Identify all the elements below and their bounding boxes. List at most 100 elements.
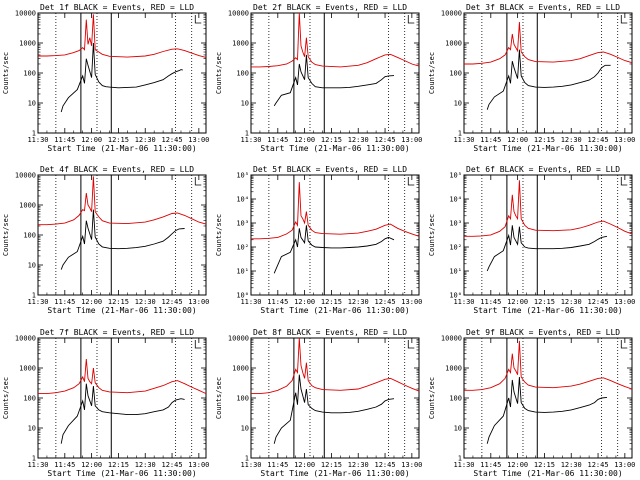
x-tick-label: 12:00 bbox=[507, 461, 528, 469]
x-tick-label: 12:45 bbox=[162, 461, 183, 469]
x-tick-label: 12:30 bbox=[561, 298, 582, 306]
x-tick-label: 12:30 bbox=[135, 461, 156, 469]
series-lld-line bbox=[464, 21, 633, 65]
x-tick-label: 12:15 bbox=[108, 298, 129, 306]
series-events-line bbox=[273, 374, 395, 444]
plot-frame bbox=[37, 12, 207, 134]
y-tick-label: 10² bbox=[449, 244, 462, 252]
series-events-line bbox=[273, 225, 395, 274]
x-tick-label: 11:45 bbox=[267, 461, 288, 469]
plot-frame bbox=[250, 174, 420, 296]
x-tick-label: 12:45 bbox=[375, 461, 396, 469]
x-tick-label: 11:30 bbox=[27, 298, 48, 306]
bracket-marker bbox=[194, 15, 202, 24]
series-events-line bbox=[60, 42, 183, 113]
x-tick-label: 12:45 bbox=[375, 298, 396, 306]
y-tick-label: 1000 bbox=[19, 365, 36, 373]
series-lld-line bbox=[464, 340, 633, 391]
x-tick-label: 12:15 bbox=[534, 461, 555, 469]
x-tick-label: 11:45 bbox=[480, 136, 501, 144]
x-tick-label: 13:00 bbox=[614, 461, 635, 469]
x-tick-label: 12:30 bbox=[135, 298, 156, 306]
x-tick-label: 11:30 bbox=[240, 298, 261, 306]
panel-title: Det 9f BLACK = Events, RED = LLD bbox=[466, 328, 620, 337]
plot-frame bbox=[37, 174, 207, 296]
panel-det-8f: Det 8f BLACK = Events, RED = LLD 1 10 100 10… bbox=[215, 328, 422, 478]
y-tick-label: 1000 bbox=[445, 40, 462, 48]
panel-title: Det 4f BLACK = Events, RED = LLD bbox=[40, 165, 194, 174]
y-tick-label: 100 bbox=[23, 232, 36, 240]
panel-title: Det 3f BLACK = Events, RED = LLD bbox=[466, 3, 620, 12]
y-tick-label: 1000 bbox=[19, 40, 36, 48]
plot-frame bbox=[250, 337, 420, 459]
y-axis-label: Counts/sec bbox=[428, 377, 436, 419]
y-tick-label: 1000 bbox=[232, 365, 249, 373]
y-tick-label: 10000 bbox=[441, 10, 462, 18]
x-tick-label: 12:15 bbox=[108, 136, 129, 144]
x-tick-label: 12:45 bbox=[588, 136, 609, 144]
panel-det-3f: Det 3f BLACK = Events, RED = LLD 1 10 100 10… bbox=[428, 3, 635, 153]
x-tick-label: 11:45 bbox=[54, 298, 75, 306]
panel-det-9f: Det 9f BLACK = Events, RED = LLD 1 10 100 10… bbox=[428, 328, 635, 478]
panel-title: Det 2f BLACK = Events, RED = LLD bbox=[253, 3, 407, 12]
x-tick-label: 13:00 bbox=[614, 136, 635, 144]
x-tick-label: 12:30 bbox=[561, 136, 582, 144]
panel-title: Det 5f BLACK = Events, RED = LLD bbox=[253, 165, 407, 174]
x-tick-label: 11:30 bbox=[240, 461, 261, 469]
x-axis-label: Start Time (21-Mar-06 11:30:00) bbox=[260, 144, 409, 153]
x-tick-label: 12:30 bbox=[561, 461, 582, 469]
x-tick-label: 11:45 bbox=[54, 461, 75, 469]
x-tick-label: 11:30 bbox=[27, 461, 48, 469]
x-tick-label: 13:00 bbox=[614, 298, 635, 306]
panel-title: Det 6f BLACK = Events, RED = LLD bbox=[466, 165, 620, 174]
y-tick-label: 10 bbox=[241, 100, 249, 108]
y-axis-label: Counts/sec bbox=[2, 214, 10, 256]
x-tick-label: 12:15 bbox=[321, 136, 342, 144]
x-tick-label: 11:30 bbox=[453, 298, 474, 306]
x-tick-label: 11:45 bbox=[480, 298, 501, 306]
x-axis-label: Start Time (21-Mar-06 11:30:00) bbox=[473, 306, 622, 315]
panel-det-1f: Det 1f BLACK = Events, RED = LLD 1 10 100 10… bbox=[2, 3, 209, 153]
series-lld-line bbox=[464, 180, 633, 237]
x-tick-label: 11:45 bbox=[267, 298, 288, 306]
x-tick-label: 11:45 bbox=[267, 136, 288, 144]
y-tick-label: 10000 bbox=[441, 335, 462, 343]
x-tick-label: 12:15 bbox=[108, 461, 129, 469]
x-tick-label: 12:00 bbox=[294, 298, 315, 306]
panel-det-2f: Det 2f BLACK = Events, RED = LLD 1 10 100 10… bbox=[215, 3, 422, 153]
x-tick-label: 11:30 bbox=[240, 136, 261, 144]
y-axis-label: Counts/sec bbox=[215, 214, 223, 256]
x-tick-label: 12:00 bbox=[294, 461, 315, 469]
x-tick-label: 12:45 bbox=[162, 136, 183, 144]
x-tick-label: 12:30 bbox=[135, 136, 156, 144]
plot-frame bbox=[37, 337, 207, 459]
y-tick-label: 10¹ bbox=[236, 268, 249, 276]
x-tick-label: 12:00 bbox=[81, 461, 102, 469]
y-tick-label: 100 bbox=[449, 70, 462, 78]
panel-det-7f: Det 7f BLACK = Events, RED = LLD 1 10 100 10… bbox=[2, 328, 209, 478]
x-axis-label: Start Time (21-Mar-06 11:30:00) bbox=[473, 144, 622, 153]
x-tick-label: 13:00 bbox=[401, 461, 422, 469]
y-tick-label: 10 bbox=[241, 425, 249, 433]
bracket-marker bbox=[194, 340, 202, 349]
y-axis-label: Counts/sec bbox=[428, 52, 436, 94]
y-tick-label: 100 bbox=[236, 70, 249, 78]
x-tick-label: 12:30 bbox=[348, 136, 369, 144]
y-axis-label: Counts/sec bbox=[428, 214, 436, 256]
bracket-marker bbox=[407, 177, 415, 186]
panel-det-6f: Det 6f BLACK = Events, RED = LLD 10⁰ 10¹ 10… bbox=[428, 165, 635, 315]
y-tick-label: 10³ bbox=[449, 220, 462, 228]
plot-frame bbox=[250, 12, 420, 134]
x-tick-label: 12:00 bbox=[294, 136, 315, 144]
x-axis-label: Start Time (21-Mar-06 11:30:00) bbox=[47, 144, 196, 153]
y-tick-label: 10¹ bbox=[449, 268, 462, 276]
y-tick-label: 10 bbox=[454, 425, 462, 433]
y-tick-label: 100 bbox=[23, 70, 36, 78]
series-events-line bbox=[486, 376, 608, 444]
y-tick-label: 100 bbox=[236, 395, 249, 403]
y-tick-label: 1000 bbox=[19, 202, 36, 210]
y-tick-label: 10⁰ bbox=[236, 292, 249, 300]
series-lld-line bbox=[251, 12, 420, 68]
x-tick-label: 12:00 bbox=[507, 136, 528, 144]
x-tick-label: 13:00 bbox=[188, 298, 209, 306]
